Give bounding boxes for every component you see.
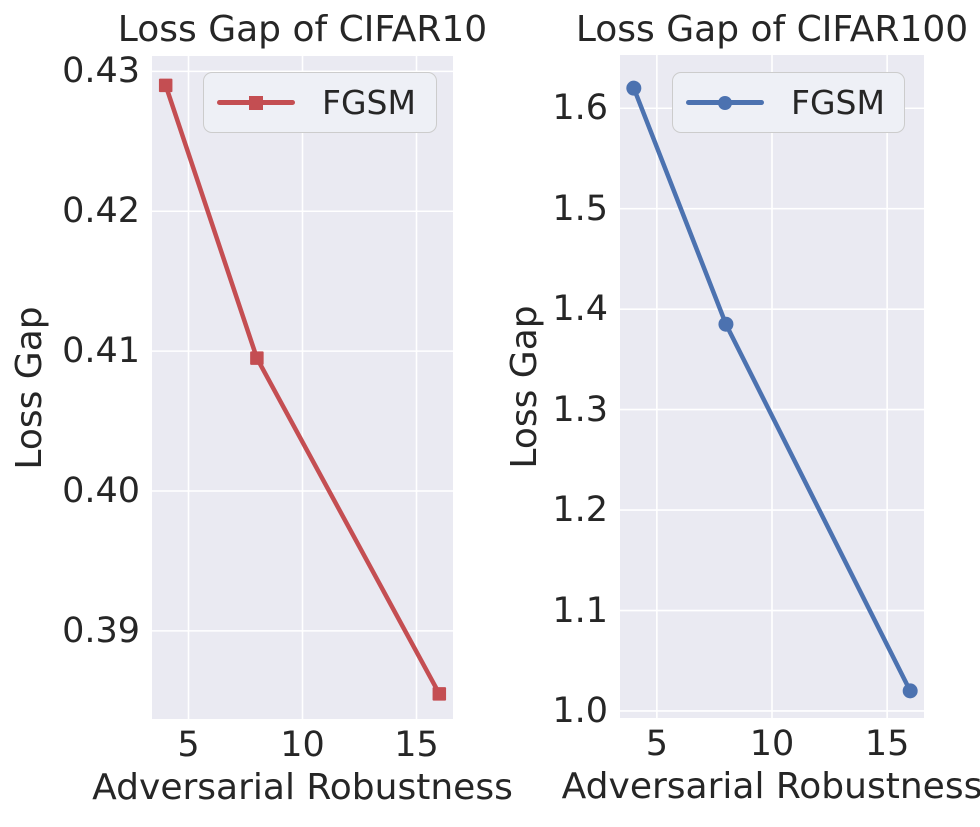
legend-circle-marker-icon <box>718 95 732 110</box>
y-tick-label: 1.2 <box>552 490 608 531</box>
chart1-xaxis-label: Adversarial Robustness <box>92 767 513 808</box>
legend-square-marker-icon <box>249 95 263 110</box>
y-tick-label: 0.43 <box>62 51 140 92</box>
y-tick-label: 1.0 <box>552 690 608 731</box>
chart1-legend: FGSM <box>203 72 437 133</box>
y-tick-label: 1.3 <box>552 389 608 430</box>
data-point-square <box>158 78 173 93</box>
y-tick-label: 0.40 <box>62 471 140 511</box>
y-tick-label: 1.5 <box>552 188 608 229</box>
y-tick-label: 0.39 <box>62 610 140 651</box>
data-point-square <box>432 687 447 701</box>
y-tick-label: 1.6 <box>552 88 608 129</box>
x-tick-label: 15 <box>864 724 910 764</box>
y-tick-label: 0.42 <box>62 191 140 232</box>
legend-line-sample <box>217 95 295 110</box>
chart1-title: Loss Gap of CIFAR10 <box>117 9 488 50</box>
data-point-square <box>250 351 264 365</box>
chart2-yaxis-label: Loss Gap <box>504 304 545 469</box>
legend-label: FGSM <box>322 83 416 122</box>
legend-label: FGSM <box>791 83 885 122</box>
x-tick-label: 5 <box>177 725 200 765</box>
chart2-xaxis-label: Adversarial Robustness <box>561 766 980 807</box>
y-tick-label: 1.4 <box>552 289 608 330</box>
data-point-circle <box>902 683 918 699</box>
chart2-title: Loss Gap of CIFAR100 <box>575 9 969 50</box>
data-point-circle <box>626 80 642 96</box>
x-tick-label: 15 <box>394 725 439 765</box>
x-tick-label: 10 <box>749 724 795 764</box>
chart2-legend: FGSM <box>672 72 905 133</box>
x-tick-label: 5 <box>645 724 668 764</box>
x-tick-label: 10 <box>280 725 325 765</box>
legend-line-sample <box>686 95 764 110</box>
data-point-circle <box>718 316 734 332</box>
y-tick-label: 0.41 <box>62 331 140 372</box>
y-tick-label: 1.1 <box>552 590 608 631</box>
